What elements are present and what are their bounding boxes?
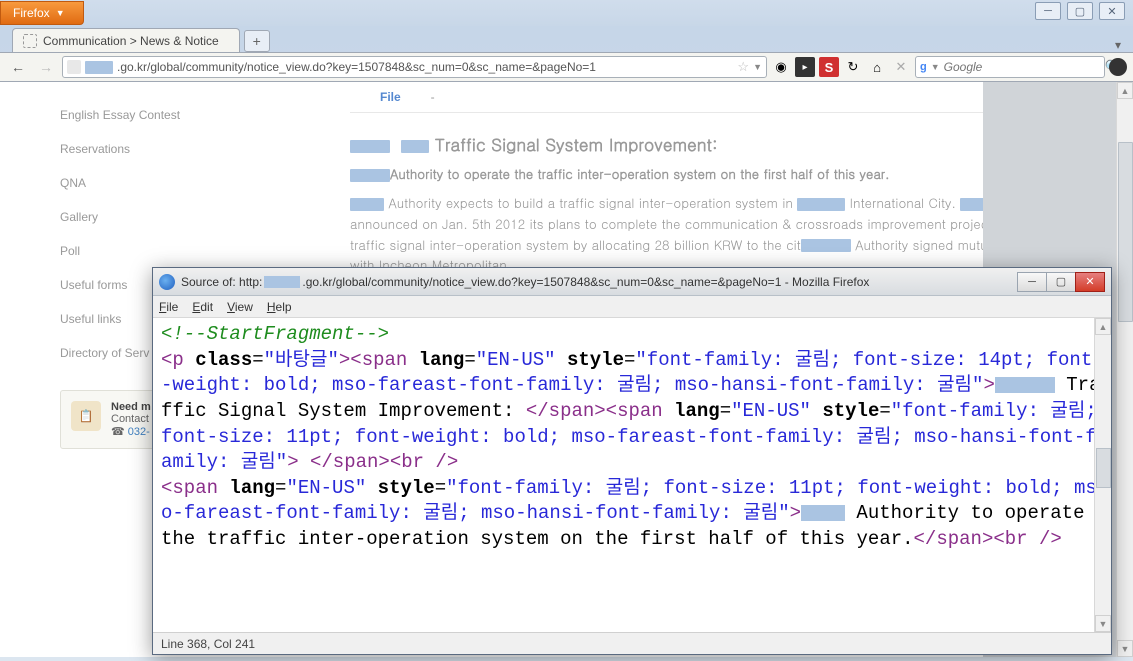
menu-view[interactable]: View — [227, 300, 253, 314]
scroll-up-icon[interactable]: ▲ — [1117, 82, 1133, 99]
article-subtitle: Authority to operate the traffic inter-o… — [350, 164, 1093, 185]
s-icon[interactable]: S — [819, 57, 839, 77]
tab-title: Communication > News & Notice — [43, 34, 219, 48]
search-box[interactable]: g ▼ 🔍 — [915, 56, 1105, 78]
source-menubar: File Edit View Help — [153, 296, 1111, 318]
firefox-label: Firefox — [13, 6, 50, 20]
url-text: .go.kr/global/community/notice_view.do?k… — [117, 60, 596, 74]
src-scroll-up-icon[interactable]: ▲ — [1095, 318, 1111, 335]
url-dropdown-icon[interactable]: ▼ — [753, 62, 762, 72]
url-redacted — [85, 61, 113, 74]
file-dash: - — [431, 90, 435, 104]
forward-button[interactable]: → — [34, 56, 58, 78]
src-minimize-button[interactable]: ─ — [1017, 272, 1047, 292]
addon-icon[interactable]: ◉ — [771, 57, 791, 77]
source-code[interactable]: <!--StartFragment--> <p class="바탕글"><spa… — [153, 318, 1111, 632]
help-icon: 📋 — [71, 401, 101, 431]
google-icon: g — [920, 60, 927, 74]
source-cursor-position: Line 368, Col 241 — [161, 637, 255, 651]
new-tab-button[interactable]: + — [244, 30, 270, 52]
stop-icon[interactable]: ✕ — [891, 57, 911, 77]
reload-icon[interactable]: ↻ — [843, 57, 863, 77]
site-favicon — [67, 60, 81, 74]
tab-active[interactable]: Communication > News & Notice — [12, 28, 240, 52]
sidebar-item[interactable]: Poll — [60, 234, 200, 268]
needhelp-phone: 032- — [128, 426, 150, 438]
tab-favicon — [23, 34, 37, 48]
search-engine-dropdown-icon[interactable]: ▼ — [931, 62, 940, 72]
file-row: File - — [350, 82, 1093, 113]
src-close-button[interactable]: ✕ — [1075, 272, 1105, 292]
sidebar-item[interactable]: Gallery — [60, 200, 200, 234]
article-title: Traffic Signal System Improvement: — [350, 131, 1093, 158]
firefox-menu-button[interactable]: Firefox ▼ — [0, 1, 84, 25]
back-button[interactable]: ← — [6, 56, 30, 78]
sidebar-item[interactable]: English Essay Contest — [60, 98, 200, 132]
bookmark-star-icon[interactable]: ☆ — [737, 59, 749, 75]
url-bar[interactable]: .go.kr/global/community/notice_view.do?k… — [62, 56, 767, 78]
home-icon[interactable]: ⌂ — [867, 57, 887, 77]
sidebar-item[interactable]: QNA — [60, 166, 200, 200]
search-input[interactable] — [944, 60, 1101, 74]
tab-bar: Communication > News & Notice + ▾ — [0, 26, 1133, 52]
profile-icon[interactable] — [1109, 58, 1127, 76]
window-maximize-button[interactable]: ▢ — [1067, 2, 1093, 20]
source-titlebar[interactable]: Source of: http:.go.kr/global/community/… — [153, 268, 1111, 296]
file-label: File — [350, 90, 431, 104]
chevron-down-icon: ▼ — [56, 8, 65, 18]
needhelp-title: Need m — [111, 401, 151, 413]
window-minimize-button[interactable]: ─ — [1035, 2, 1061, 20]
source-statusbar: Line 368, Col 241 — [153, 632, 1111, 654]
firefox-icon — [159, 274, 175, 290]
addon2-icon[interactable]: ▸ — [795, 57, 815, 77]
menu-edit[interactable]: Edit — [192, 300, 213, 314]
source-scrollbar[interactable]: ▲ ▼ — [1094, 318, 1111, 632]
window-titlebar: Firefox ▼ ─ ▢ ✕ — [0, 0, 1133, 26]
sidebar-item[interactable]: Reservations — [60, 132, 200, 166]
article-body: Authority expects to build a traffic sig… — [350, 193, 1093, 276]
menu-help[interactable]: Help — [267, 300, 292, 314]
scroll-thumb[interactable] — [1118, 142, 1133, 322]
src-scroll-down-icon[interactable]: ▼ — [1095, 615, 1111, 632]
src-scroll-thumb[interactable] — [1096, 448, 1111, 488]
source-window: Source of: http:.go.kr/global/community/… — [152, 267, 1112, 655]
page-scrollbar[interactable]: ▲ ▼ — [1116, 82, 1133, 657]
source-title: Source of: http:.go.kr/global/community/… — [181, 275, 869, 289]
menu-file[interactable]: File — [159, 300, 178, 314]
window-close-button[interactable]: ✕ — [1099, 2, 1125, 20]
tabs-dropdown-icon[interactable]: ▾ — [1115, 38, 1121, 52]
nav-toolbar: ← → .go.kr/global/community/notice_view.… — [0, 52, 1133, 82]
src-maximize-button[interactable]: ▢ — [1046, 272, 1076, 292]
scroll-down-icon[interactable]: ▼ — [1117, 640, 1133, 657]
